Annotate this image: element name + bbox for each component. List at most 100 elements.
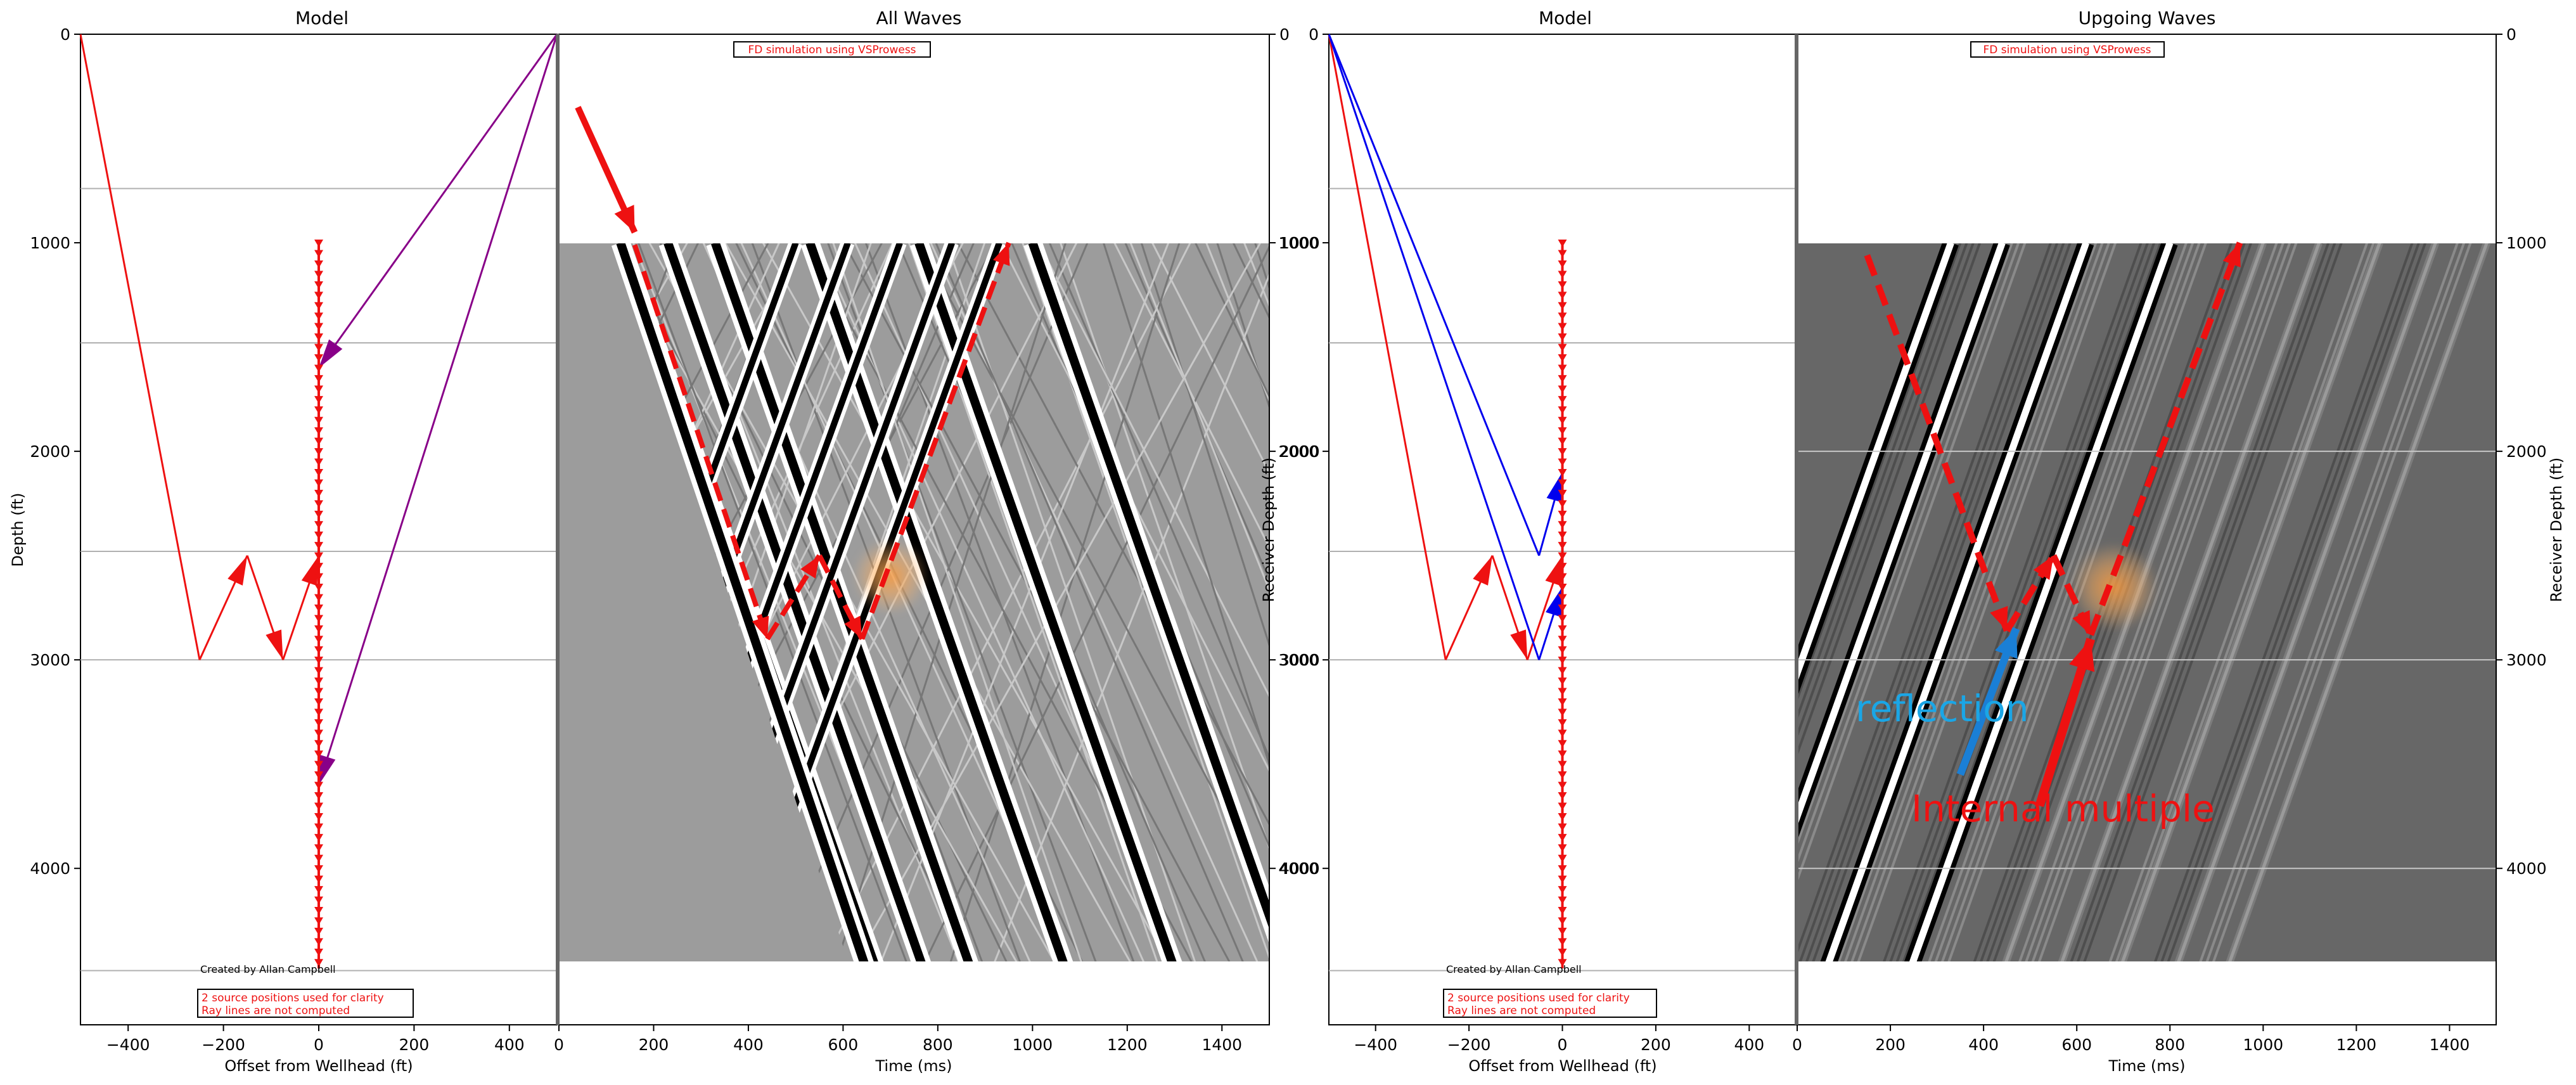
receiver-marker xyxy=(1558,427,1567,435)
receiver-marker xyxy=(1558,385,1567,394)
receiver-marker xyxy=(314,917,323,925)
receiver-marker xyxy=(1558,625,1567,633)
receiver-marker xyxy=(1558,364,1567,373)
upgoing-event-6-lobe xyxy=(2118,242,2381,972)
receiver-marker xyxy=(314,688,323,696)
upgoing-event-8-lobe xyxy=(2225,242,2489,972)
texture-event-lobe xyxy=(1151,242,1269,475)
ray-1-arrowhead-0 xyxy=(319,339,343,368)
annotation-path-arrowhead xyxy=(2222,243,2241,268)
ray-0-arrowhead-1 xyxy=(227,555,248,586)
receiver-marker xyxy=(1558,531,1567,539)
ray-2-arrowhead-0 xyxy=(319,754,336,785)
blank-bottom-upgoing-waves xyxy=(1797,961,2496,1025)
note-line-2-model-left: Ray lines are not computed xyxy=(202,1005,350,1017)
receiver-marker xyxy=(1558,688,1567,696)
texture-event-lobe xyxy=(1037,242,1269,698)
texture-event-lobe xyxy=(832,242,1086,971)
texture-event-lobe xyxy=(1129,242,1269,593)
receiver-marker xyxy=(314,604,323,612)
receiver-marker xyxy=(314,469,323,477)
xtick-label: 1400 xyxy=(1201,1036,1242,1054)
receiver-marker xyxy=(314,657,323,665)
receiver-marker xyxy=(314,719,323,727)
receiver-marker xyxy=(314,959,323,967)
note-line-1-model-left: 2 source positions used for clarity xyxy=(202,992,384,1005)
yticks-model-right: 0 1000 2000 3000 4000 xyxy=(1278,25,1329,878)
receiver-marker xyxy=(1558,343,1567,352)
receiver-marker xyxy=(1558,469,1567,477)
annotation-path-segment xyxy=(817,554,864,641)
receiver-marker xyxy=(1558,802,1567,811)
texture-event-lobe xyxy=(1797,242,1982,758)
receiver-marker xyxy=(1558,406,1567,414)
texture-event-lobe xyxy=(1931,242,2195,972)
title-model-left: Model xyxy=(295,8,349,29)
xticks-all-waves: 0 200 400 600 800 1000 1200 1400 xyxy=(554,1025,1242,1054)
annotation-path-segment xyxy=(1864,254,2010,632)
annotation-path-segment xyxy=(859,241,1011,640)
receiver-marker xyxy=(1558,875,1567,883)
receiver-marker xyxy=(1558,854,1567,863)
downgoing-event-5-lobe xyxy=(1028,241,1269,929)
banner-box-all-waves xyxy=(733,41,931,58)
receiver-marker xyxy=(314,375,323,383)
annotation-path-arrowhead xyxy=(993,243,1010,266)
receiver-marker xyxy=(1558,479,1567,487)
panel-upgoing-waves: Upgoing Waves FD simulation using VSProw… xyxy=(1792,8,2565,1075)
receiver-marker xyxy=(1558,896,1567,904)
xtick-label: 200 xyxy=(639,1036,669,1054)
ytick-label: 0 xyxy=(60,25,70,44)
title-model-right: Model xyxy=(1539,8,1592,29)
receiver-marker xyxy=(314,844,323,852)
xtick-label: −400 xyxy=(106,1036,150,1054)
ray-1-segment-0 xyxy=(1328,34,1541,556)
receiver-marker xyxy=(314,750,323,759)
xlabel-upgoing-waves: Time (ms) xyxy=(2108,1057,2186,1075)
receiver-marker xyxy=(1558,323,1567,331)
receiver-marker xyxy=(1558,646,1567,654)
texture-event-lobe xyxy=(1797,242,2052,956)
annotation-path-segment xyxy=(765,554,822,641)
annotation-path-arrowhead xyxy=(752,615,769,639)
ray-1-arrowhead-1 xyxy=(1546,472,1563,503)
texture-event-lobe xyxy=(1802,242,2065,972)
receiver-marker xyxy=(314,740,323,748)
xlabel-all-waves: Time (ms) xyxy=(875,1057,952,1075)
receiver-marker xyxy=(314,792,323,800)
right-ytick-label: 3000 xyxy=(2506,651,2547,669)
receiver-marker xyxy=(1558,771,1567,780)
texture-event-lobe xyxy=(2196,242,2459,972)
receiver-marker xyxy=(314,292,323,300)
receiver-marker xyxy=(314,573,323,581)
ray-0-arrowhead-2 xyxy=(1510,629,1528,660)
texture-event-lobe xyxy=(762,242,1174,972)
annotation-path-segment xyxy=(2087,241,2243,636)
texture-event-lobe xyxy=(1938,242,2201,972)
ray-0-arrowhead-3 xyxy=(301,555,319,586)
receiver-marker xyxy=(314,479,323,487)
texture-event-lobe xyxy=(1899,242,2162,972)
ytick-label: 3000 xyxy=(1278,651,1319,669)
xtick-label: 400 xyxy=(733,1036,764,1054)
receiver-marker xyxy=(1558,416,1567,425)
ytick-label: 4000 xyxy=(1278,859,1319,878)
xtick-label: 600 xyxy=(2061,1036,2092,1054)
label-internal-multiple: Internal multiple xyxy=(1911,787,2215,830)
receiver-marker xyxy=(314,698,323,706)
annotation-path-arrowhead xyxy=(844,615,862,639)
xtick-label: 1000 xyxy=(1013,1036,1053,1054)
ray-2-arrowhead-1 xyxy=(1546,586,1563,617)
ray-0-arrowhead-2 xyxy=(266,629,283,660)
receiver-marker xyxy=(1558,312,1567,321)
texture-event-lobe xyxy=(990,272,1269,972)
right-ytick-label: 3000 xyxy=(1279,651,1320,669)
xticks-model-right: −400 −200 0 200 400 xyxy=(1354,1025,1764,1054)
receiver-marker xyxy=(1558,563,1567,571)
receiver-marker xyxy=(1558,240,1567,248)
xtick-label: −200 xyxy=(1447,1036,1491,1054)
annotation-path-arrowhead xyxy=(2072,610,2091,635)
texture-event-lobe xyxy=(2151,242,2414,972)
